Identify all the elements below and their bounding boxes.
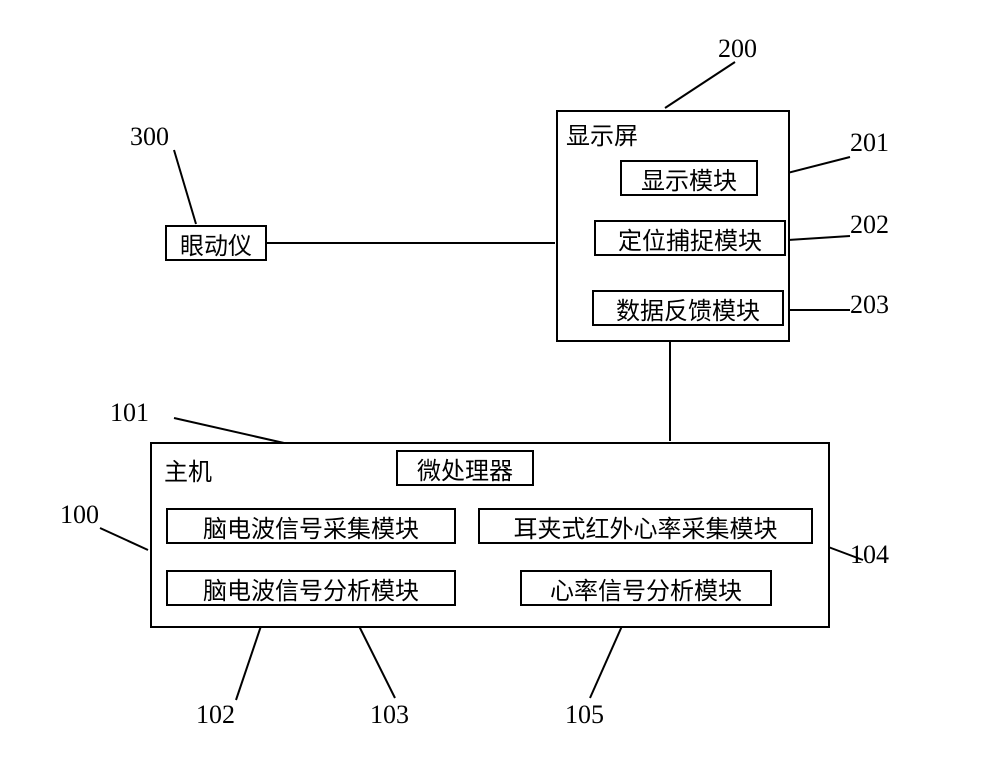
connector-lines [0,0,1000,769]
ref-200: 200 [718,34,757,64]
ref-201: 201 [850,128,889,158]
ref-104: 104 [850,540,889,570]
host-title: 主机 [164,452,212,487]
mod201-title: 显示模块 [641,161,737,196]
mod203-box: 数据反馈模块 [592,290,784,326]
ref-105: 105 [565,700,604,730]
mod201-box: 显示模块 [620,160,758,196]
ref-103: 103 [370,700,409,730]
mod202-title: 定位捕捉模块 [618,221,762,256]
ref-300: 300 [130,122,169,152]
mod103-title: 脑电波信号分析模块 [203,571,419,606]
ref-203: 203 [850,290,889,320]
mod103-box: 脑电波信号分析模块 [166,570,456,606]
mod105-box: 心率信号分析模块 [520,570,772,606]
ref-202: 202 [850,210,889,240]
diagram-canvas: 300 眼动仪 200 显示屏 201 显示模块 202 定位捕捉模块 203 … [0,0,1000,769]
eye-tracker-title: 眼动仪 [180,226,252,261]
ref-102: 102 [196,700,235,730]
display-title: 显示屏 [566,116,638,151]
mod104-title: 耳夹式红外心率采集模块 [514,509,778,544]
mod102-title: 脑电波信号采集模块 [203,509,419,544]
mod202-box: 定位捕捉模块 [594,220,786,256]
ref-100: 100 [60,500,99,530]
mod102-box: 脑电波信号采集模块 [166,508,456,544]
mod203-title: 数据反馈模块 [616,291,760,326]
mod101-title: 微处理器 [417,451,513,486]
mod104-box: 耳夹式红外心率采集模块 [478,508,813,544]
mod105-title: 心率信号分析模块 [550,571,742,606]
ref-101: 101 [110,398,149,428]
eye-tracker-box: 眼动仪 [165,225,267,261]
mod101-box: 微处理器 [396,450,534,486]
